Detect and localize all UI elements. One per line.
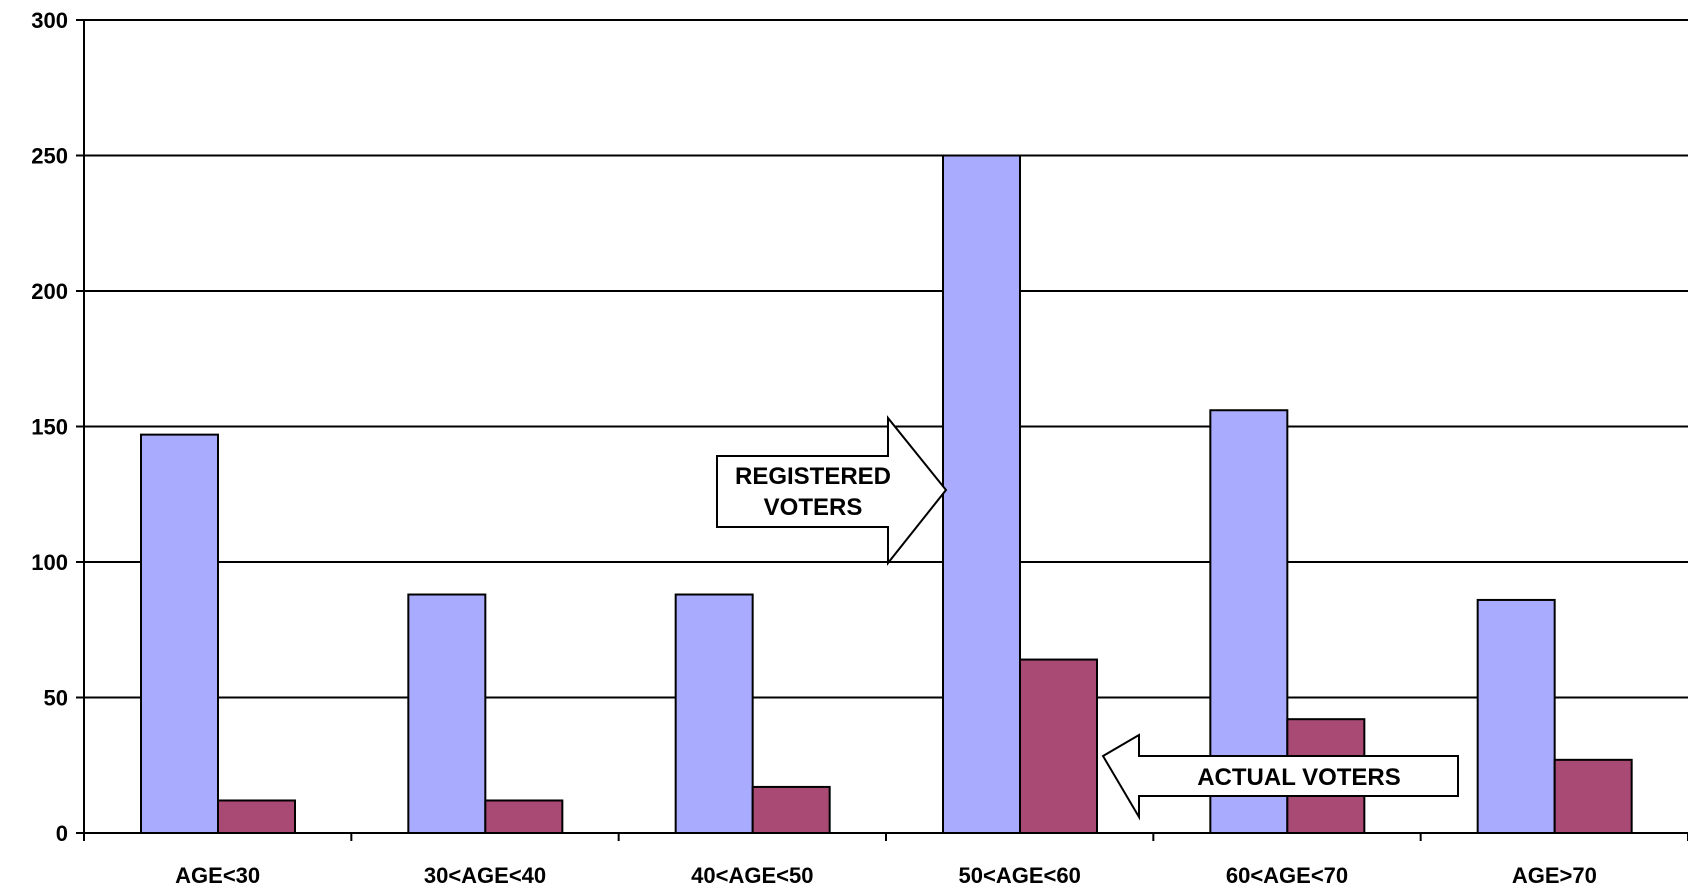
x-category-label: 60<AGE<70 xyxy=(1226,863,1348,888)
y-tick-label: 300 xyxy=(31,8,68,33)
bar-series2-0 xyxy=(217,799,296,834)
bar-series2-3 xyxy=(1019,658,1098,834)
registered-voters-label-line2: VOTERS xyxy=(764,494,863,521)
actual-voters-callout: ACTUAL VOTERS xyxy=(1101,733,1459,821)
registered-voters-label-line1: REGISTERED xyxy=(735,463,891,490)
bar-series1-5 xyxy=(1476,598,1556,834)
axes xyxy=(76,19,1688,841)
y-tick-label: 200 xyxy=(31,279,68,304)
gridlines xyxy=(84,19,1688,699)
x-category-label: 50<AGE<60 xyxy=(959,863,1081,888)
axis-labels: 0 50 100 150 200 250 300 AGE<30 30<AGE<40 40<AGE<… xyxy=(31,8,1597,888)
y-tick-label: 50 xyxy=(44,686,68,711)
bar-series1-0 xyxy=(140,433,219,834)
bar-series1-3 xyxy=(942,154,1021,834)
bar-series1-2 xyxy=(674,593,754,835)
y-tick-label: 150 xyxy=(31,415,68,440)
x-category-label: 40<AGE<50 xyxy=(691,863,813,888)
bar-series2-2 xyxy=(751,785,831,834)
y-tick-label: 100 xyxy=(31,550,68,575)
bar-series1-1 xyxy=(407,593,487,835)
registered-voters-callout: REGISTERED VOTERS xyxy=(716,415,948,566)
bar-series2-1 xyxy=(484,799,564,834)
y-tick-label: 250 xyxy=(31,144,68,169)
x-category-label: AGE>70 xyxy=(1512,863,1597,888)
x-category-label: 30<AGE<40 xyxy=(424,863,546,888)
actual-voters-label: ACTUAL VOTERS xyxy=(1197,764,1401,791)
x-category-label: AGE<30 xyxy=(175,863,260,888)
y-tick-label: 0 xyxy=(56,821,68,846)
bar-series2-5 xyxy=(1553,758,1633,835)
